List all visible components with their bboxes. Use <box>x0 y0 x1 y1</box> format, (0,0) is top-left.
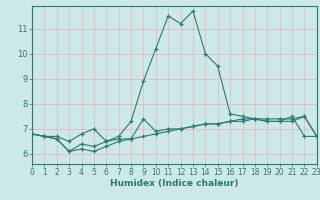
X-axis label: Humidex (Indice chaleur): Humidex (Indice chaleur) <box>110 179 239 188</box>
